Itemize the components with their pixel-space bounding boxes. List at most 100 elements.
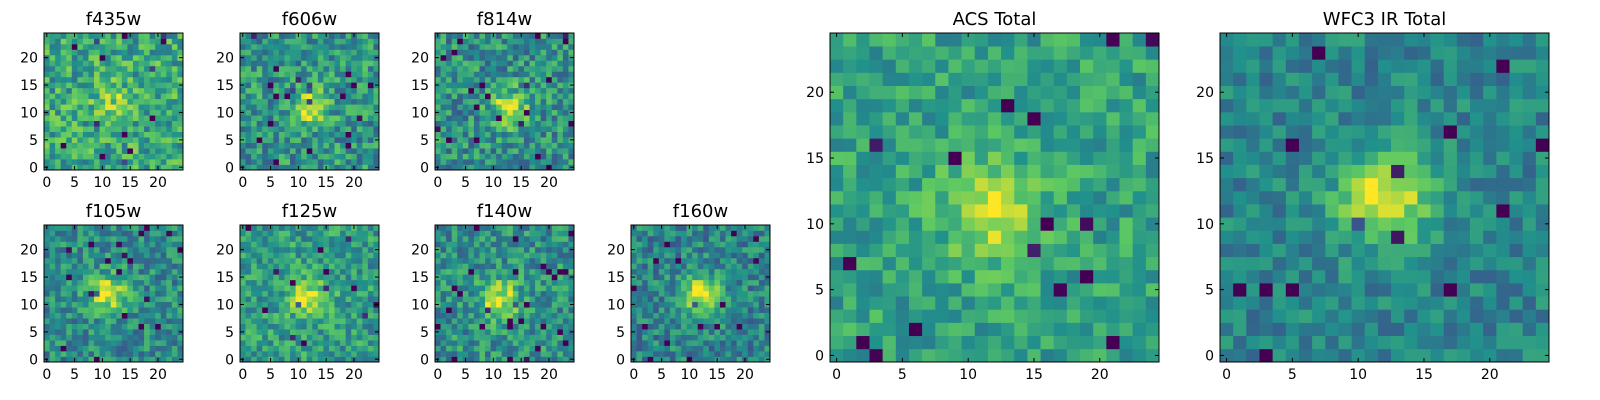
y-tick-label: 20 bbox=[20, 243, 38, 259]
heatmap-cell bbox=[307, 88, 313, 94]
heatmap-cell bbox=[726, 236, 732, 242]
heatmap-cell bbox=[692, 346, 698, 352]
heatmap-cell bbox=[83, 93, 89, 99]
heatmap-cell bbox=[150, 115, 156, 121]
heatmap-cell bbox=[296, 93, 302, 99]
heatmap-cell bbox=[312, 269, 318, 275]
heatmap-cell bbox=[535, 148, 541, 154]
heatmap-cell bbox=[240, 154, 246, 160]
heatmap-cell bbox=[457, 335, 463, 341]
heatmap-cell bbox=[240, 351, 246, 357]
heatmap-cell bbox=[748, 285, 754, 291]
heatmap-cell bbox=[546, 335, 552, 341]
heatmap-cell bbox=[513, 137, 519, 143]
heatmap-cell bbox=[351, 93, 357, 99]
heatmap-cell bbox=[659, 247, 665, 253]
heatmap-cell bbox=[709, 335, 715, 341]
heatmap-cell bbox=[268, 241, 274, 247]
heatmap-cell bbox=[557, 49, 563, 55]
heatmap-cell bbox=[50, 71, 56, 77]
heatmap-cell bbox=[166, 154, 172, 160]
heatmap-cell bbox=[318, 126, 324, 132]
heatmap-cell bbox=[568, 66, 574, 72]
heatmap-cell bbox=[491, 110, 497, 116]
heatmap-cell bbox=[177, 71, 183, 77]
heatmap-cell bbox=[257, 126, 263, 132]
heatmap-cell bbox=[312, 291, 318, 297]
heatmap-cell bbox=[502, 230, 508, 236]
heatmap-cell bbox=[1106, 178, 1120, 192]
heatmap-cell bbox=[441, 93, 447, 99]
heatmap-cell bbox=[441, 126, 447, 132]
heatmap-cell bbox=[479, 66, 485, 72]
heatmap-cell bbox=[507, 159, 513, 165]
heatmap-cell bbox=[251, 346, 257, 352]
heatmap-cell bbox=[262, 285, 268, 291]
heatmap-cell bbox=[457, 258, 463, 264]
heatmap-cell bbox=[856, 283, 870, 297]
heatmap-cell bbox=[546, 351, 552, 357]
heatmap-cell bbox=[541, 121, 547, 127]
heatmap-cell bbox=[279, 143, 285, 149]
heatmap-cell bbox=[257, 274, 263, 280]
heatmap-cell bbox=[94, 33, 100, 39]
heatmap-cell bbox=[262, 335, 268, 341]
heatmap-cell bbox=[692, 357, 698, 363]
heatmap-cell bbox=[373, 230, 379, 236]
heatmap-cell bbox=[335, 38, 341, 44]
heatmap-cell bbox=[507, 49, 513, 55]
heatmap-cell bbox=[50, 115, 56, 121]
heatmap-cell bbox=[507, 307, 513, 313]
heatmap-cell bbox=[72, 77, 78, 83]
heatmap-cell bbox=[441, 296, 447, 302]
heatmap-cell bbox=[150, 93, 156, 99]
heatmap-cell bbox=[351, 258, 357, 264]
heatmap-cell bbox=[759, 269, 765, 275]
heatmap-cell bbox=[296, 269, 302, 275]
heatmap-cell bbox=[362, 252, 368, 258]
heatmap-cell bbox=[307, 258, 313, 264]
heatmap-cell bbox=[541, 324, 547, 330]
heatmap-cell bbox=[463, 49, 469, 55]
heatmap-cell bbox=[172, 285, 178, 291]
heatmap-cell bbox=[329, 93, 335, 99]
heatmap-cell bbox=[100, 71, 106, 77]
heatmap-cell bbox=[323, 159, 329, 165]
heatmap-cell bbox=[856, 191, 870, 205]
heatmap-cell bbox=[446, 241, 452, 247]
heatmap-cell bbox=[122, 60, 128, 66]
heatmap-cell bbox=[368, 132, 374, 138]
heatmap-cell bbox=[764, 346, 770, 352]
heatmap-cell bbox=[279, 137, 285, 143]
heatmap-cell bbox=[731, 274, 737, 280]
heatmap-cell bbox=[100, 296, 106, 302]
heatmap-cell bbox=[642, 346, 648, 352]
heatmap-cell bbox=[116, 346, 122, 352]
heatmap-cell bbox=[346, 82, 352, 88]
heatmap-cell bbox=[637, 241, 643, 247]
heatmap-cell bbox=[357, 263, 363, 269]
heatmap-cell bbox=[262, 66, 268, 72]
heatmap-cell bbox=[133, 66, 139, 72]
heatmap-cell bbox=[318, 225, 324, 231]
heatmap-cell bbox=[507, 313, 513, 319]
heatmap-cell bbox=[166, 340, 172, 346]
heatmap-cell bbox=[557, 77, 563, 83]
heatmap-cell bbox=[301, 49, 307, 55]
heatmap-cell bbox=[552, 258, 558, 264]
heatmap-cell bbox=[502, 99, 508, 105]
heatmap-cell bbox=[150, 77, 156, 83]
heatmap-cell bbox=[496, 351, 502, 357]
heatmap-cell bbox=[922, 204, 936, 218]
heatmap-cell bbox=[50, 230, 56, 236]
heatmap-cell bbox=[507, 258, 513, 264]
heatmap-cell bbox=[535, 93, 541, 99]
heatmap-cell bbox=[329, 335, 335, 341]
heatmap-cell bbox=[474, 263, 480, 269]
heatmap-cell bbox=[161, 241, 167, 247]
heatmap-cell bbox=[670, 340, 676, 346]
heatmap-cell bbox=[161, 351, 167, 357]
heatmap-cell bbox=[692, 263, 698, 269]
heatmap-cell bbox=[72, 252, 78, 258]
heatmap-cell bbox=[502, 49, 508, 55]
